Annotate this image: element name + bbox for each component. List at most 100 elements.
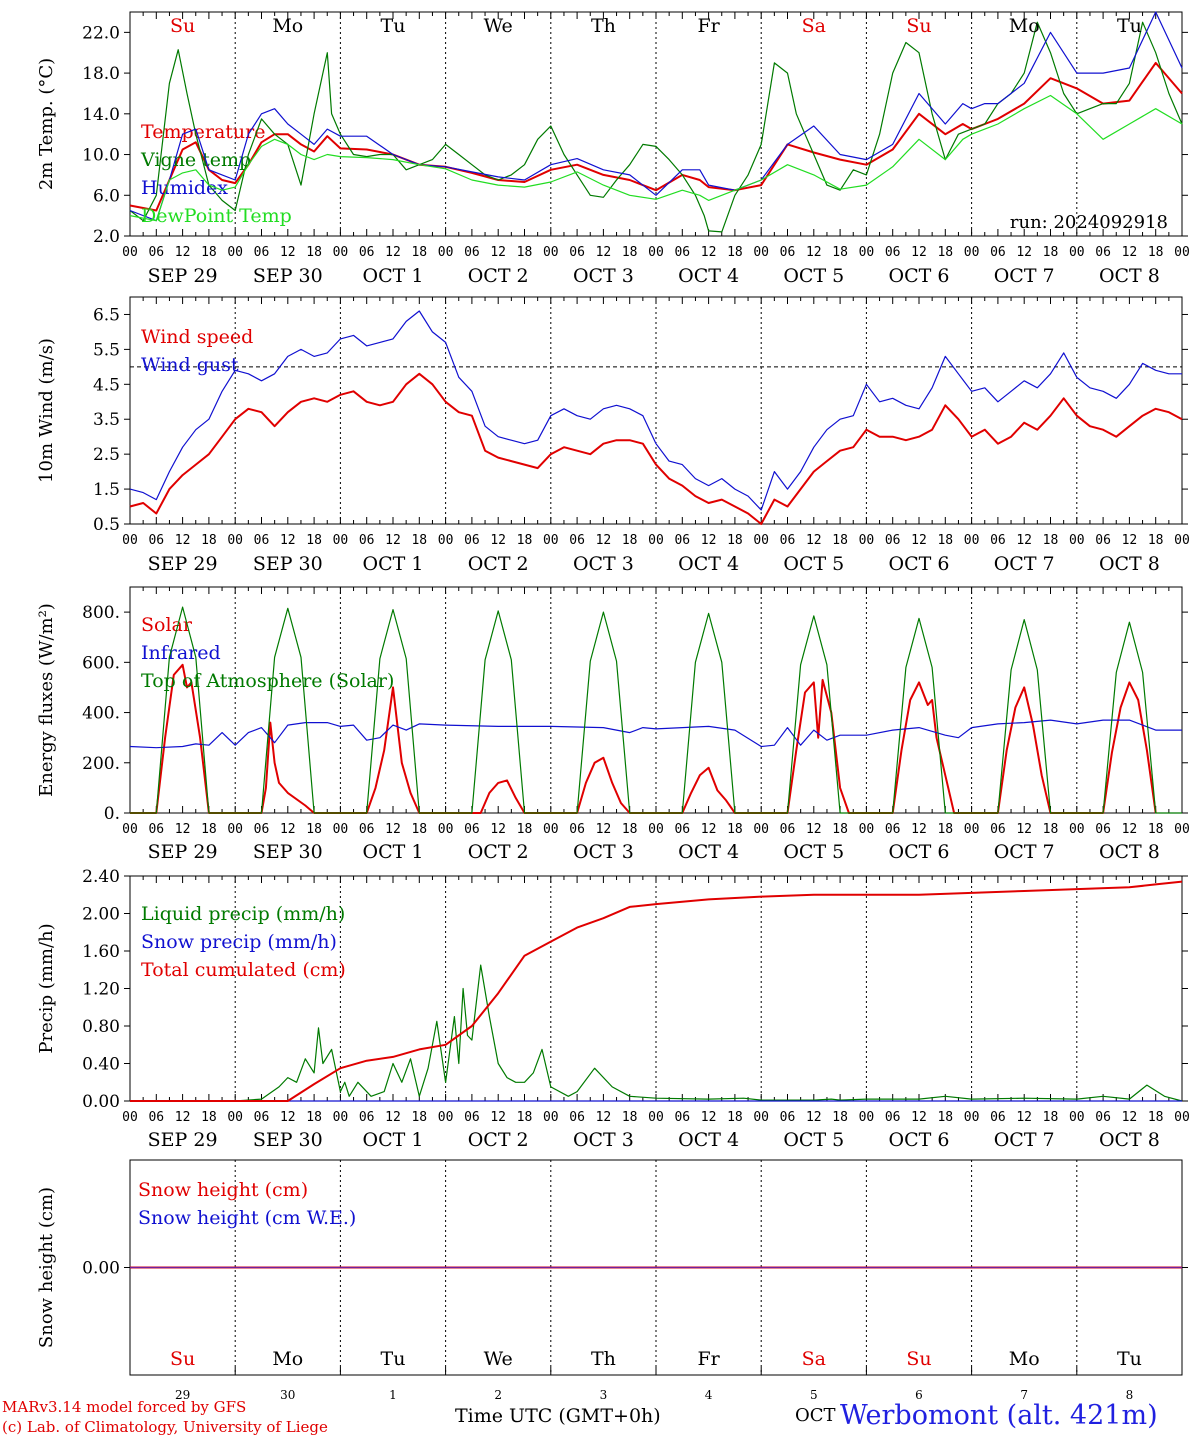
- hour-tick-label: 12: [1016, 822, 1032, 837]
- legend-entry: Snow height (cm): [138, 1179, 308, 1201]
- hour-tick-label: 12: [175, 1110, 191, 1125]
- hour-tick-label: 00: [648, 1110, 664, 1125]
- hour-tick-label: 18: [727, 245, 743, 260]
- hour-tick-label: 06: [569, 245, 585, 260]
- date-label: OCT 8: [1099, 841, 1160, 863]
- panel-2-frame: [129, 296, 1183, 525]
- date-label: OCT 8: [1099, 1129, 1160, 1151]
- day-number: 1: [389, 1388, 397, 1402]
- month-label: OCT: [795, 1405, 836, 1426]
- hour-tick-label: 00: [543, 245, 559, 260]
- hour-tick-label: 18: [832, 1110, 848, 1125]
- hour-tick-label: 12: [596, 245, 612, 260]
- series-line-liquid-precip-mm-h-: [130, 964, 1183, 1102]
- day-number: 5: [810, 1388, 818, 1402]
- hour-tick-label: 18: [622, 1110, 638, 1125]
- hour-tick-label: 18: [1148, 1110, 1164, 1125]
- hour-tick-label: 06: [148, 245, 164, 260]
- date-label: OCT 7: [994, 841, 1055, 863]
- hour-tick-label: 00: [964, 533, 980, 548]
- hour-tick-label: 00: [122, 533, 138, 548]
- legend-entry: Vigne temp: [140, 149, 251, 171]
- day-name-bottom: We: [484, 1348, 513, 1370]
- run-annotation: run: 2024092918: [1010, 212, 1168, 233]
- y-tick-label: 2.0: [93, 227, 120, 247]
- day-name-bottom: Th: [591, 1348, 616, 1370]
- date-label: OCT 2: [468, 265, 529, 287]
- hour-tick-label: 00: [333, 822, 349, 837]
- hour-tick-label: 00: [438, 1110, 454, 1125]
- hour-tick-label: 18: [517, 822, 533, 837]
- hour-tick-label: 06: [254, 245, 270, 260]
- hour-tick-label: 12: [701, 822, 717, 837]
- date-label: SEP 29: [148, 1129, 218, 1151]
- y-axis-label: 10m Wind (m/s): [36, 338, 57, 483]
- day-name-bottom: Mo: [272, 1348, 303, 1370]
- hour-tick-label: 18: [1043, 822, 1059, 837]
- y-tick-label: 10.0: [82, 146, 120, 166]
- day-name-bottom: Fr: [697, 1348, 720, 1370]
- hour-tick-label: 00: [1069, 1110, 1085, 1125]
- legend-entry: DewPoint Temp: [141, 205, 292, 227]
- hour-tick-label: 12: [490, 533, 506, 548]
- hour-tick-label: 00: [1174, 533, 1190, 548]
- date-label: OCT 1: [363, 265, 424, 287]
- x-axis-title: Time UTC (GMT+0h): [455, 1405, 661, 1427]
- hour-tick-label: 18: [832, 245, 848, 260]
- hour-tick-label: 18: [306, 1110, 322, 1125]
- hour-tick-label: 06: [148, 822, 164, 837]
- hour-tick-label: 06: [1095, 533, 1111, 548]
- hour-tick-label: 00: [438, 245, 454, 260]
- day-name: Tu: [1117, 15, 1142, 37]
- date-label: OCT 5: [783, 841, 844, 863]
- day-number: 2: [494, 1388, 502, 1402]
- hour-tick-label: 06: [254, 1110, 270, 1125]
- hour-tick-label: 12: [911, 1110, 927, 1125]
- y-tick-label: 800.: [82, 603, 120, 623]
- date-label: OCT 7: [994, 1129, 1055, 1151]
- hour-tick-label: 12: [911, 245, 927, 260]
- legend-entry: Snow height (cm W.E.): [138, 1207, 356, 1229]
- hour-tick-label: 06: [674, 533, 690, 548]
- legend-entry: Infrared: [141, 642, 221, 664]
- y-tick-label: 2.00: [82, 905, 120, 925]
- hour-tick-label: 06: [990, 1110, 1006, 1125]
- legend-entry: Wind gust: [141, 354, 239, 376]
- day-number: 30: [280, 1388, 295, 1402]
- date-label: SEP 29: [148, 553, 218, 575]
- day-number: 4: [705, 1388, 713, 1402]
- hour-tick-label: 12: [701, 245, 717, 260]
- hour-tick-label: 00: [333, 245, 349, 260]
- date-label: OCT 3: [573, 1129, 634, 1151]
- day-number: 3: [600, 1388, 608, 1402]
- day-name-bottom: Su: [170, 1348, 195, 1370]
- hour-tick-label: 00: [1069, 533, 1085, 548]
- hour-tick-label: 18: [411, 533, 427, 548]
- day-name-bottom: Sa: [802, 1348, 826, 1370]
- hour-tick-label: 12: [806, 822, 822, 837]
- hour-tick-label: 06: [885, 533, 901, 548]
- hour-tick-label: 18: [1043, 245, 1059, 260]
- hour-tick-label: 18: [517, 1110, 533, 1125]
- hour-tick-label: 12: [175, 822, 191, 837]
- y-tick-label: 0.40: [82, 1055, 120, 1075]
- date-label: OCT 5: [783, 265, 844, 287]
- hour-tick-label: 12: [280, 822, 296, 837]
- hour-tick-label: 06: [569, 1110, 585, 1125]
- hour-tick-label: 18: [306, 533, 322, 548]
- date-label: OCT 5: [783, 553, 844, 575]
- day-name: Fr: [697, 15, 720, 37]
- hour-tick-label: 06: [780, 533, 796, 548]
- date-label: OCT 7: [994, 265, 1055, 287]
- hour-tick-label: 18: [411, 822, 427, 837]
- day-number: 6: [915, 1388, 923, 1402]
- hour-tick-label: 18: [727, 822, 743, 837]
- hour-tick-label: 18: [517, 245, 533, 260]
- hour-tick-label: 00: [122, 1110, 138, 1125]
- y-tick-label: 2.5: [93, 445, 120, 465]
- hour-tick-label: 06: [990, 822, 1006, 837]
- hour-tick-label: 06: [148, 533, 164, 548]
- date-label: OCT 8: [1099, 553, 1160, 575]
- y-tick-label: 14.0: [82, 105, 120, 125]
- legend-entry: Snow precip (mm/h): [141, 931, 337, 953]
